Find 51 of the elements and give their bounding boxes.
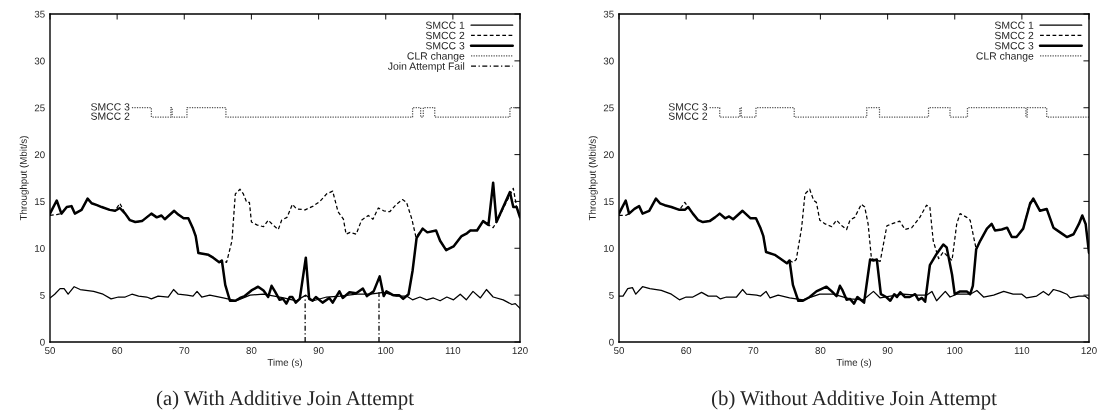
y-tick-label: 15 <box>604 198 614 206</box>
x-tick-label: 60 <box>681 347 692 354</box>
legend-label: SMCC 3 <box>425 42 465 50</box>
annotation: SMCC 3 <box>668 103 708 111</box>
x-tick-label: 70 <box>179 347 190 354</box>
x-tick-label: 70 <box>748 347 759 354</box>
x-tick-label: 120 <box>1081 347 1097 354</box>
y-tick-label: 35 <box>34 10 45 18</box>
x-tick-label: 100 <box>947 347 963 354</box>
x-tick-label: 90 <box>313 347 324 354</box>
text: (a) With Additive Join Attempt <box>156 390 414 410</box>
y-tick-label: 20 <box>603 151 614 159</box>
y-tick-label: 30 <box>34 57 45 65</box>
y-tick-label: 25 <box>34 104 45 112</box>
y-tick-label: 5 <box>40 291 45 299</box>
annotation: SMCC 3 <box>91 103 130 111</box>
annotation: SMCC 2 <box>91 112 130 120</box>
legend-label: Join Attempt Fail <box>387 62 465 72</box>
x-tick-label: 50 <box>44 347 56 354</box>
x-tick-label: 90 <box>882 347 893 354</box>
y-tick-label: 25 <box>603 104 614 112</box>
x-tick-label: 110 <box>1014 347 1030 354</box>
x-tick-label: 80 <box>815 347 826 354</box>
y-tick-label: 0 <box>609 338 614 346</box>
legend-label: SMCC 3 <box>994 42 1034 50</box>
y-tick-label: 10 <box>35 245 45 252</box>
x-tick-label: 120 <box>512 347 528 354</box>
x-tick-label: 60 <box>112 347 123 354</box>
legend-label: SMCC 1 <box>994 21 1034 29</box>
y-axis-title: Throughput (Mbit/s) <box>588 136 598 221</box>
y-tick-label: 5 <box>609 291 614 299</box>
legend-label: SMCC 2 <box>994 31 1034 40</box>
text: (b) Without Additive Join Attempt <box>712 390 997 410</box>
legend-label: SMCC 1 <box>425 21 465 29</box>
x-tick-label: 100 <box>378 347 394 354</box>
legend-label: CLR change <box>976 51 1034 62</box>
x-tick-label: 110 <box>445 347 461 354</box>
y-tick-label: 20 <box>34 151 45 159</box>
y-axis-title: Throughput (Mbit/s) <box>19 136 29 221</box>
annotation: SMCC 2 <box>668 112 708 120</box>
y-tick-label: 35 <box>603 10 614 18</box>
y-tick-label: 10 <box>604 245 614 252</box>
y-tick-label: 30 <box>603 57 614 65</box>
x-tick-label: 50 <box>613 347 625 354</box>
legend-label: SMCC 2 <box>425 31 465 40</box>
x-axis-title: Time (s) <box>836 358 872 368</box>
y-tick-label: 0 <box>40 338 45 346</box>
legend-label: CLR change <box>407 51 465 62</box>
x-tick-label: 80 <box>246 347 257 354</box>
x-axis-title: Time (s) <box>267 358 303 368</box>
y-tick-label: 15 <box>35 198 45 206</box>
